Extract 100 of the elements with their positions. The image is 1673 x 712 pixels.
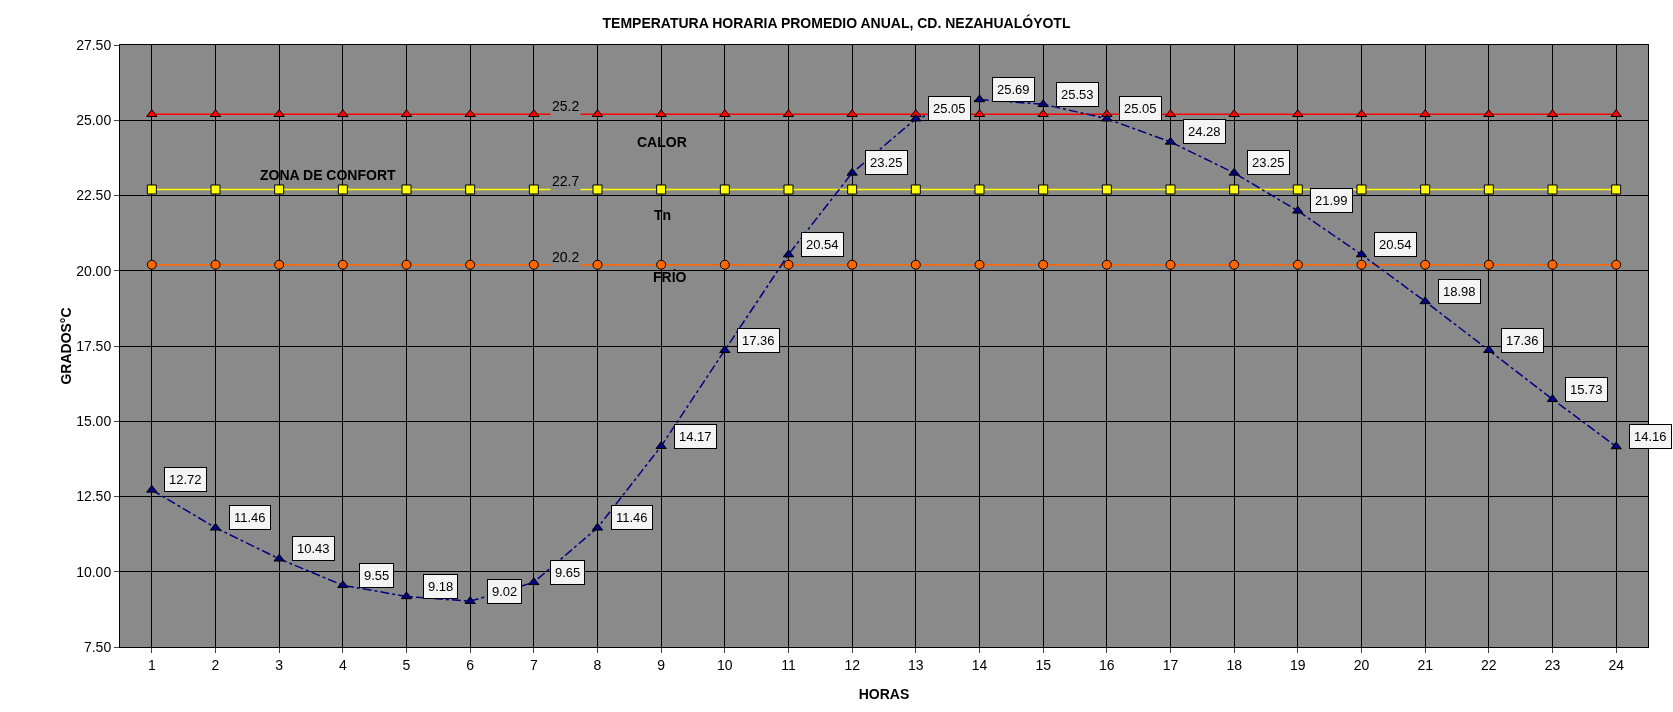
- point: [1610, 441, 1622, 450]
- point: [1483, 184, 1494, 195]
- x-tick-label: 13: [908, 656, 924, 673]
- point: [719, 184, 730, 195]
- y-tick-label: 25.00: [76, 112, 112, 129]
- x-tick-label: 4: [338, 656, 347, 673]
- data-label: 15.73: [1570, 382, 1603, 397]
- data-label: 17.36: [1506, 333, 1539, 348]
- point: [146, 484, 158, 493]
- y-tick-label: 7.50: [83, 638, 112, 655]
- x-tick-label: 5: [402, 656, 411, 673]
- point: [1038, 184, 1049, 195]
- point: [1356, 184, 1367, 195]
- x-tick-label: 17: [1162, 656, 1179, 673]
- x-tick-label: 9: [657, 656, 666, 673]
- data-label: 18.98: [1443, 284, 1476, 299]
- data-label: 25.05: [1124, 101, 1157, 116]
- point: [210, 184, 221, 195]
- data-label: 21.99: [1315, 193, 1348, 208]
- y-axis-title: GRADOS°C: [58, 307, 75, 385]
- point: [1101, 113, 1113, 122]
- data-label: 24.28: [1188, 124, 1221, 139]
- data-label: 20.54: [1379, 237, 1412, 252]
- point: [401, 184, 412, 195]
- data-label: 9.65: [555, 565, 581, 580]
- x-tick-label: 18: [1226, 656, 1243, 673]
- point: [1229, 184, 1240, 195]
- x-tick-label: 16: [1099, 656, 1115, 673]
- point: [146, 184, 157, 195]
- x-tick-label: 2: [211, 656, 220, 673]
- point: [274, 184, 285, 195]
- data-label: 9.02: [492, 584, 518, 599]
- point: [847, 259, 858, 270]
- point: [719, 259, 730, 270]
- x-tick-label: 20: [1353, 656, 1370, 673]
- point: [1420, 259, 1431, 270]
- point: [1038, 259, 1049, 270]
- x-tick-label: 12: [844, 656, 861, 673]
- point: [910, 259, 921, 270]
- point: [1419, 296, 1431, 305]
- point: [783, 184, 794, 195]
- point: [846, 167, 858, 176]
- x-tick-label: 1: [147, 656, 156, 673]
- point: [528, 577, 540, 586]
- point: [337, 184, 348, 195]
- data-label: 11.46: [616, 510, 648, 525]
- data-label: 14.17: [679, 429, 712, 444]
- point: [783, 259, 794, 270]
- point: [1101, 184, 1112, 195]
- point: [656, 259, 667, 270]
- point: [1611, 259, 1622, 270]
- y-tick-label: 10.00: [76, 563, 112, 580]
- point: [1165, 259, 1176, 270]
- data-label: 11.46: [234, 510, 266, 525]
- y-tick-label: 12.50: [76, 488, 112, 505]
- chart-title: TEMPERATURA HORARIA PROMEDIO ANUAL, CD. NEZAHUALÓYOTL: [602, 13, 1071, 31]
- data-label: 25.53: [1061, 87, 1094, 102]
- x-tick-label: 8: [593, 656, 602, 673]
- point: [1420, 184, 1431, 195]
- point: [1229, 259, 1240, 270]
- x-tick-label: 15: [1035, 656, 1052, 673]
- point: [528, 184, 539, 195]
- point: [465, 259, 476, 270]
- point: [1483, 259, 1494, 270]
- data-label: 17.36: [742, 333, 775, 348]
- point: [974, 259, 985, 270]
- point: [847, 184, 858, 195]
- data-label: 9.55: [364, 568, 390, 583]
- data-label: 23.25: [870, 155, 903, 170]
- point: [592, 184, 603, 195]
- x-tick-label: 10: [717, 656, 733, 673]
- x-tick-label: 22: [1481, 656, 1497, 673]
- point: [1292, 205, 1304, 214]
- point: [1165, 184, 1176, 195]
- point: [1228, 167, 1240, 176]
- x-tick-label: 19: [1290, 656, 1306, 673]
- point: [1292, 184, 1303, 195]
- y-tick-label: 17.50: [76, 337, 112, 354]
- y-tick-label: 22.50: [76, 187, 112, 204]
- point: [401, 259, 412, 270]
- x-tick-label: 11: [781, 656, 796, 673]
- point: [1611, 184, 1622, 195]
- x-axis-title: HORAS: [858, 686, 910, 702]
- data-label: 25.05: [933, 101, 966, 116]
- data-label: 9.18: [428, 579, 454, 594]
- y-tick-label: 15.00: [76, 413, 112, 430]
- x-tick-label: 7: [529, 656, 538, 673]
- point: [1292, 259, 1303, 270]
- point: [1547, 184, 1558, 195]
- point: [910, 184, 921, 195]
- x-tick-label: 21: [1417, 656, 1434, 673]
- point: [1547, 259, 1558, 270]
- point: [274, 259, 285, 270]
- point: [273, 553, 285, 562]
- data-label: 25.69: [997, 82, 1030, 97]
- data-label: 12.72: [169, 472, 202, 487]
- data-label: 25.2: [552, 98, 580, 114]
- point: [1356, 259, 1367, 270]
- x-tick-label: 14: [971, 656, 988, 673]
- point: [337, 580, 349, 589]
